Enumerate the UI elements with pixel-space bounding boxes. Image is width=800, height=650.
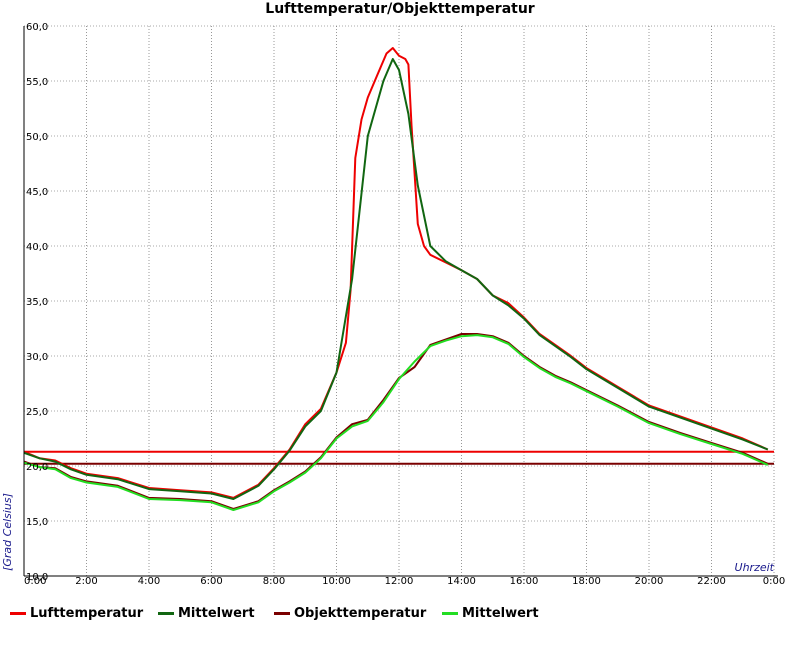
legend-label: Mittelwert	[178, 606, 255, 621]
x-tick-label: 0:00	[763, 576, 785, 587]
x-tick-label: 10:00	[322, 576, 351, 587]
x-tick-label: 20:00	[635, 576, 664, 587]
legend: Lufttemperatur Mittelwert Objekttemperat…	[0, 606, 800, 630]
reference-lines	[24, 450, 774, 465]
chart-title: Lufttemperatur/Objekttemperatur	[265, 1, 535, 17]
legend-swatch	[158, 612, 174, 615]
x-tick-label: 12:00	[385, 576, 414, 587]
x-tick-label: 0:00	[24, 576, 46, 587]
legend-item-objekttemperatur: Objekttemperatur	[274, 606, 426, 621]
legend-label: Objekttemperatur	[294, 606, 427, 621]
y-tick-label: 35,0	[26, 297, 48, 308]
legend-swatch	[10, 612, 26, 615]
legend-label: Mittelwert	[462, 606, 539, 621]
x-axis-label: Uhrzeit	[735, 561, 775, 574]
legend-item-lufttemperatur: Lufttemperatur	[10, 606, 143, 621]
series-line-2	[23, 58, 769, 500]
x-tick-label: 14:00	[447, 576, 476, 587]
y-tick-label: 20,0	[26, 462, 48, 473]
y-tick-label: 15,0	[26, 517, 48, 528]
legend-swatch	[442, 612, 458, 615]
x-tick-label: 4:00	[138, 576, 160, 587]
series-line-3	[23, 333, 769, 510]
tick-labels: 0:00 2:00 4:00 6:00 8:00 10:00 12:00 14:00 16:00…	[24, 22, 785, 587]
y-tick-label: 50,0	[26, 132, 48, 143]
x-tick-label: 22:00	[697, 576, 726, 587]
y-tick-label: 10,0	[26, 572, 48, 583]
y-axis-label: [Grad Celsius]	[1, 493, 14, 571]
legend-item-mittelwert-2: Mittelwert	[442, 606, 539, 621]
y-tick-label: 25,0	[26, 407, 48, 418]
x-tick-label: 18:00	[572, 576, 601, 587]
legend-label: Lufttemperatur	[30, 606, 144, 621]
y-tick-label: 45,0	[26, 187, 48, 198]
series-line-1	[23, 47, 769, 499]
x-tick-label: 16:00	[510, 576, 539, 587]
x-tick-label: 8:00	[263, 576, 285, 587]
x-tick-label: 2:00	[75, 576, 97, 587]
y-tick-label: 60,0	[26, 22, 48, 33]
y-tick-label: 30,0	[26, 352, 48, 363]
y-tick-label: 55,0	[26, 77, 48, 88]
legend-swatch	[274, 612, 290, 615]
grid	[23, 25, 775, 577]
series-group	[23, 47, 769, 511]
legend-item-mittelwert-1: Mittelwert	[158, 606, 255, 621]
axes	[23, 26, 778, 577]
y-tick-label: 40,0	[26, 242, 48, 253]
series-line-4	[23, 334, 769, 511]
x-tick-label: 6:00	[200, 576, 222, 587]
